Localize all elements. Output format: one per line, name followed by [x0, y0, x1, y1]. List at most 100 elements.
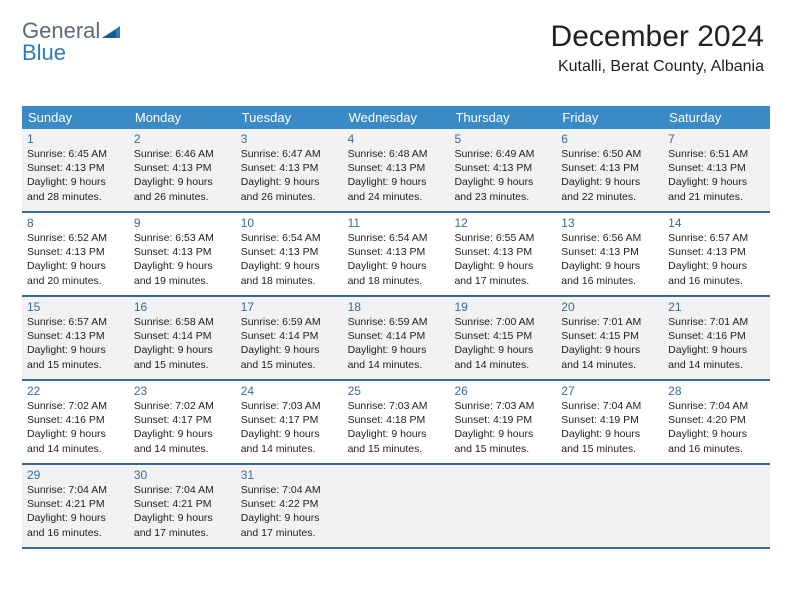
day-number: 13 [561, 216, 658, 230]
daylight-line: Daylight: 9 hours and 24 minutes. [348, 175, 445, 203]
sunset-line: Sunset: 4:13 PM [27, 329, 124, 343]
week-row: 8Sunrise: 6:52 AMSunset: 4:13 PMDaylight… [22, 213, 770, 297]
day-number: 16 [134, 300, 231, 314]
day-cell: 27Sunrise: 7:04 AMSunset: 4:19 PMDayligh… [556, 381, 663, 463]
day-cell: 18Sunrise: 6:59 AMSunset: 4:14 PMDayligh… [343, 297, 450, 379]
day-cell: 13Sunrise: 6:56 AMSunset: 4:13 PMDayligh… [556, 213, 663, 295]
daylight-line: Daylight: 9 hours and 14 minutes. [561, 343, 658, 371]
day-cell: 24Sunrise: 7:03 AMSunset: 4:17 PMDayligh… [236, 381, 343, 463]
sunset-line: Sunset: 4:13 PM [27, 161, 124, 175]
daylight-line: Daylight: 9 hours and 14 minutes. [134, 427, 231, 455]
day-cell [556, 465, 663, 547]
daylight-line: Daylight: 9 hours and 16 minutes. [668, 427, 765, 455]
day-number: 5 [454, 132, 551, 146]
day-number: 23 [134, 384, 231, 398]
brand-logo: General Blue [22, 20, 120, 64]
day-cell [663, 465, 770, 547]
sunrise-line: Sunrise: 6:50 AM [561, 147, 658, 161]
day-cell: 11Sunrise: 6:54 AMSunset: 4:13 PMDayligh… [343, 213, 450, 295]
sunset-line: Sunset: 4:13 PM [27, 245, 124, 259]
day-number: 2 [134, 132, 231, 146]
daylight-line: Daylight: 9 hours and 14 minutes. [668, 343, 765, 371]
daylight-line: Daylight: 9 hours and 17 minutes. [134, 511, 231, 539]
daylight-line: Daylight: 9 hours and 15 minutes. [348, 427, 445, 455]
day-cell: 6Sunrise: 6:50 AMSunset: 4:13 PMDaylight… [556, 129, 663, 211]
day-header: Tuesday [236, 106, 343, 129]
day-cell: 10Sunrise: 6:54 AMSunset: 4:13 PMDayligh… [236, 213, 343, 295]
daylight-line: Daylight: 9 hours and 16 minutes. [27, 511, 124, 539]
week-row: 15Sunrise: 6:57 AMSunset: 4:13 PMDayligh… [22, 297, 770, 381]
day-number: 18 [348, 300, 445, 314]
sunset-line: Sunset: 4:13 PM [241, 161, 338, 175]
daylight-line: Daylight: 9 hours and 14 minutes. [27, 427, 124, 455]
sunset-line: Sunset: 4:17 PM [134, 413, 231, 427]
sunset-line: Sunset: 4:13 PM [561, 245, 658, 259]
sunset-line: Sunset: 4:13 PM [454, 245, 551, 259]
day-cell: 15Sunrise: 6:57 AMSunset: 4:13 PMDayligh… [22, 297, 129, 379]
sunrise-line: Sunrise: 6:55 AM [454, 231, 551, 245]
sunset-line: Sunset: 4:14 PM [348, 329, 445, 343]
sunrise-line: Sunrise: 6:57 AM [668, 231, 765, 245]
day-cell: 1Sunrise: 6:45 AMSunset: 4:13 PMDaylight… [22, 129, 129, 211]
day-number: 1 [27, 132, 124, 146]
sunset-line: Sunset: 4:18 PM [348, 413, 445, 427]
day-cell: 25Sunrise: 7:03 AMSunset: 4:18 PMDayligh… [343, 381, 450, 463]
day-number: 24 [241, 384, 338, 398]
calendar-grid: SundayMondayTuesdayWednesdayThursdayFrid… [22, 106, 770, 549]
day-cell [343, 465, 450, 547]
day-cell: 12Sunrise: 6:55 AMSunset: 4:13 PMDayligh… [449, 213, 556, 295]
sunset-line: Sunset: 4:13 PM [454, 161, 551, 175]
day-cell: 3Sunrise: 6:47 AMSunset: 4:13 PMDaylight… [236, 129, 343, 211]
sunrise-line: Sunrise: 7:04 AM [241, 483, 338, 497]
daylight-line: Daylight: 9 hours and 15 minutes. [134, 343, 231, 371]
week-row: 1Sunrise: 6:45 AMSunset: 4:13 PMDaylight… [22, 129, 770, 213]
day-number: 28 [668, 384, 765, 398]
day-number: 27 [561, 384, 658, 398]
day-cell [449, 465, 556, 547]
sunset-line: Sunset: 4:16 PM [668, 329, 765, 343]
day-number: 20 [561, 300, 658, 314]
sunrise-line: Sunrise: 7:04 AM [134, 483, 231, 497]
day-number: 22 [27, 384, 124, 398]
sunrise-line: Sunrise: 6:54 AM [348, 231, 445, 245]
day-cell: 14Sunrise: 6:57 AMSunset: 4:13 PMDayligh… [663, 213, 770, 295]
sunrise-line: Sunrise: 7:04 AM [561, 399, 658, 413]
day-cell: 23Sunrise: 7:02 AMSunset: 4:17 PMDayligh… [129, 381, 236, 463]
day-number: 9 [134, 216, 231, 230]
sunset-line: Sunset: 4:13 PM [668, 245, 765, 259]
sunset-line: Sunset: 4:19 PM [454, 413, 551, 427]
sunrise-line: Sunrise: 6:56 AM [561, 231, 658, 245]
daylight-line: Daylight: 9 hours and 15 minutes. [241, 343, 338, 371]
sunrise-line: Sunrise: 7:04 AM [668, 399, 765, 413]
brand-part2: Blue [22, 40, 66, 65]
day-number: 11 [348, 216, 445, 230]
sunrise-line: Sunrise: 7:00 AM [454, 315, 551, 329]
day-cell: 17Sunrise: 6:59 AMSunset: 4:14 PMDayligh… [236, 297, 343, 379]
sunset-line: Sunset: 4:14 PM [134, 329, 231, 343]
daylight-line: Daylight: 9 hours and 26 minutes. [241, 175, 338, 203]
daylight-line: Daylight: 9 hours and 21 minutes. [668, 175, 765, 203]
sunrise-line: Sunrise: 6:59 AM [241, 315, 338, 329]
day-number: 21 [668, 300, 765, 314]
location-text: Kutalli, Berat County, Albania [551, 58, 764, 76]
day-number: 17 [241, 300, 338, 314]
daylight-line: Daylight: 9 hours and 26 minutes. [134, 175, 231, 203]
header-right: December 2024 Kutalli, Berat County, Alb… [551, 20, 764, 76]
sunrise-line: Sunrise: 6:53 AM [134, 231, 231, 245]
sunset-line: Sunset: 4:16 PM [27, 413, 124, 427]
sunset-line: Sunset: 4:13 PM [348, 245, 445, 259]
day-number: 30 [134, 468, 231, 482]
daylight-line: Daylight: 9 hours and 17 minutes. [454, 259, 551, 287]
day-cell: 8Sunrise: 6:52 AMSunset: 4:13 PMDaylight… [22, 213, 129, 295]
sunset-line: Sunset: 4:15 PM [454, 329, 551, 343]
sunset-line: Sunset: 4:13 PM [561, 161, 658, 175]
day-number: 7 [668, 132, 765, 146]
day-header-row: SundayMondayTuesdayWednesdayThursdayFrid… [22, 106, 770, 129]
sunrise-line: Sunrise: 7:03 AM [241, 399, 338, 413]
day-cell: 9Sunrise: 6:53 AMSunset: 4:13 PMDaylight… [129, 213, 236, 295]
day-cell: 28Sunrise: 7:04 AMSunset: 4:20 PMDayligh… [663, 381, 770, 463]
sunset-line: Sunset: 4:13 PM [134, 161, 231, 175]
day-cell: 26Sunrise: 7:03 AMSunset: 4:19 PMDayligh… [449, 381, 556, 463]
sunrise-line: Sunrise: 6:49 AM [454, 147, 551, 161]
sunset-line: Sunset: 4:15 PM [561, 329, 658, 343]
